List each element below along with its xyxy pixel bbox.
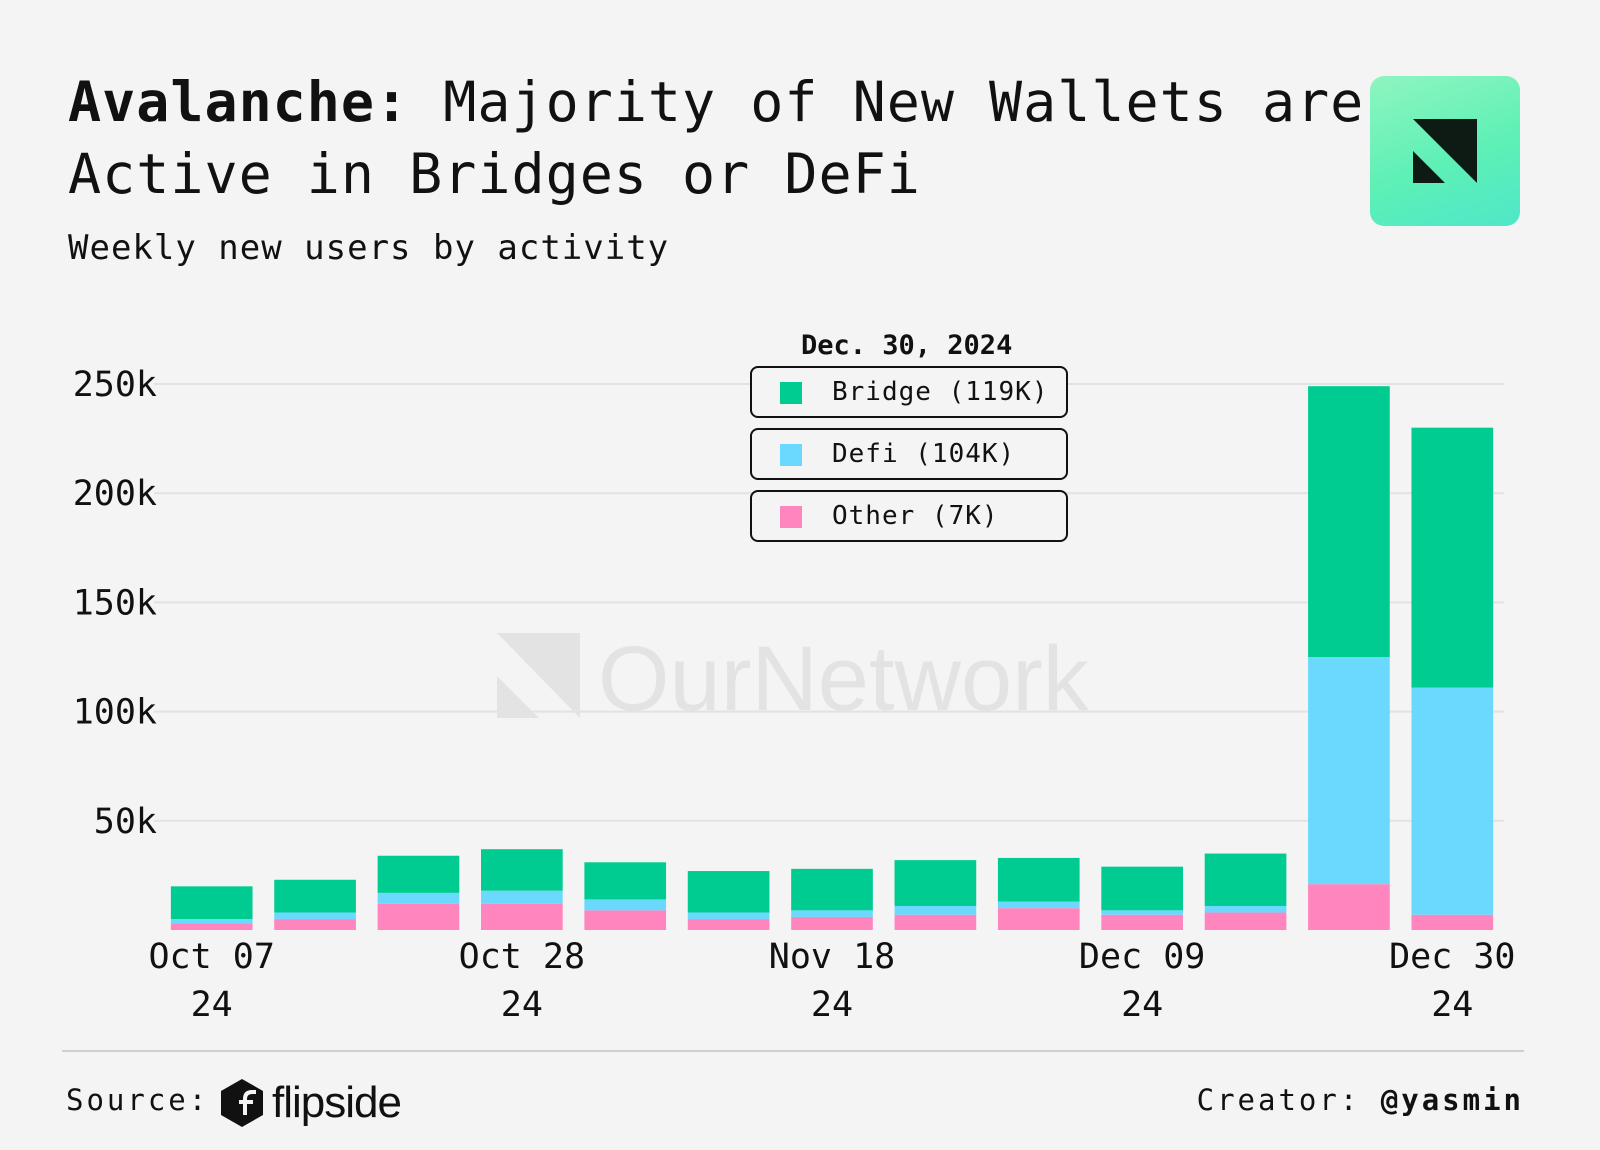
bar-segment-bridge (1308, 386, 1390, 657)
x-tick-label-year: 24 (501, 985, 543, 1025)
bar-segment-other (894, 914, 977, 930)
y-tick-label: 250k (73, 365, 157, 405)
bar-segment-defi (377, 892, 460, 904)
x-tick-label: Nov 18 (769, 937, 895, 977)
bar-segment-other (1411, 914, 1494, 930)
y-tick-label: 150k (73, 583, 157, 623)
bar-segment-bridge (170, 886, 253, 920)
bar-segment-defi (1411, 687, 1494, 915)
ournetwork-logo-icon (1413, 119, 1477, 183)
legend-item-defi: Defi (104K) (750, 428, 1068, 480)
legend-swatch-bridge (780, 382, 802, 404)
bar-segment-other (584, 910, 667, 930)
legend-item-other: Other (7K) (750, 490, 1068, 542)
creator-credit: Creator: @yasmin (1197, 1083, 1524, 1117)
bar-segment-defi (1204, 905, 1287, 913)
x-tick-label-year: 24 (811, 985, 853, 1025)
x-tick-label-year: 24 (1431, 985, 1473, 1025)
source-label: Source: (66, 1083, 210, 1117)
watermark: OurNetwork (497, 628, 1090, 730)
x-tick-label: Dec 09 (1079, 937, 1205, 977)
y-tick-label: 50k (94, 802, 157, 842)
bar-segment-bridge (1411, 427, 1494, 688)
watermark-logo-icon (497, 633, 580, 718)
legend-item-bridge: Bridge (119K) (750, 366, 1068, 418)
bar-segment-other (1204, 912, 1287, 930)
y-tick-label: 100k (73, 693, 157, 733)
chart-subtitle: Weekly new users by activity (68, 228, 670, 268)
bar-segment-defi (687, 912, 770, 920)
bar-segment-other (1308, 884, 1390, 930)
y-tick-label: 200k (73, 474, 157, 514)
chart-title-rest: Majority of New Wallets are Active in Br… (68, 70, 1365, 206)
bar-segment-defi (1101, 910, 1183, 915)
bar-segment-bridge (481, 849, 563, 891)
x-tick-label-year: 24 (191, 985, 233, 1025)
legend-label-bridge: Bridge (119K) (832, 377, 1049, 407)
bar-segment-bridge (997, 857, 1080, 902)
legend-swatch-defi (780, 444, 802, 466)
ournetwork-logo (1370, 76, 1520, 226)
bar-segment-bridge (1101, 866, 1183, 911)
bar-segment-bridge (687, 871, 770, 913)
bar-segment-bridge (894, 860, 977, 906)
bar-segment-defi (170, 919, 253, 924)
x-tick-label: Oct 28 (459, 937, 585, 977)
bar-segment-defi (584, 899, 667, 911)
bar-segment-other (1101, 914, 1183, 930)
stacked-bar-chart: OurNetwork 50k 100k 150k 200k 250k Oct 07 24 Oc… (73, 365, 1516, 1025)
bar-segment-defi (1308, 657, 1390, 885)
bar-segment-other (274, 919, 356, 930)
bar-segment-bridge (377, 855, 460, 893)
flipside-wordmark: flipside (272, 1078, 402, 1127)
bar-segment-other (687, 919, 770, 930)
bar-segment-other (170, 923, 253, 930)
creator-label: Creator: (1196, 1083, 1361, 1117)
x-tick-label: Oct 07 (148, 937, 274, 977)
chart-title-highlight: Avalanche: (68, 70, 410, 134)
bar-segment-defi (997, 901, 1080, 909)
legend-swatch-other (780, 506, 802, 528)
watermark-logo-icon-corner (497, 676, 539, 718)
bar-segment-bridge (274, 879, 356, 913)
legend-date: Dec. 30, 2024 (801, 330, 1013, 361)
flipside-cube-icon (221, 1079, 263, 1127)
bar-segment-bridge (791, 868, 873, 911)
bar-segment-defi (791, 910, 873, 917)
bar-segment-other (997, 908, 1080, 930)
creator-handle: @yasmin (1380, 1083, 1524, 1117)
legend-label-other: Other (7K) (832, 501, 999, 531)
watermark-text: OurNetwork (598, 628, 1090, 730)
legend-label-defi: Defi (104K) (832, 439, 1016, 469)
bar-segment-defi (274, 912, 356, 920)
x-tick-label-year: 24 (1121, 985, 1163, 1025)
bar-segment-other (377, 903, 460, 930)
bar-segment-other (481, 903, 563, 930)
bar-segment-defi (894, 905, 977, 915)
bar-segment-bridge (1204, 853, 1287, 906)
x-tick-label: Dec 30 (1389, 937, 1515, 977)
footer-divider (62, 1050, 1524, 1052)
chart-title: Avalanche: Majority of New Wallets are A… (68, 66, 1368, 210)
bar-segment-other (791, 916, 873, 930)
flipside-logo: flipside (218, 1075, 402, 1131)
bar-segment-defi (481, 890, 563, 904)
bar-segment-bridge (584, 862, 667, 900)
